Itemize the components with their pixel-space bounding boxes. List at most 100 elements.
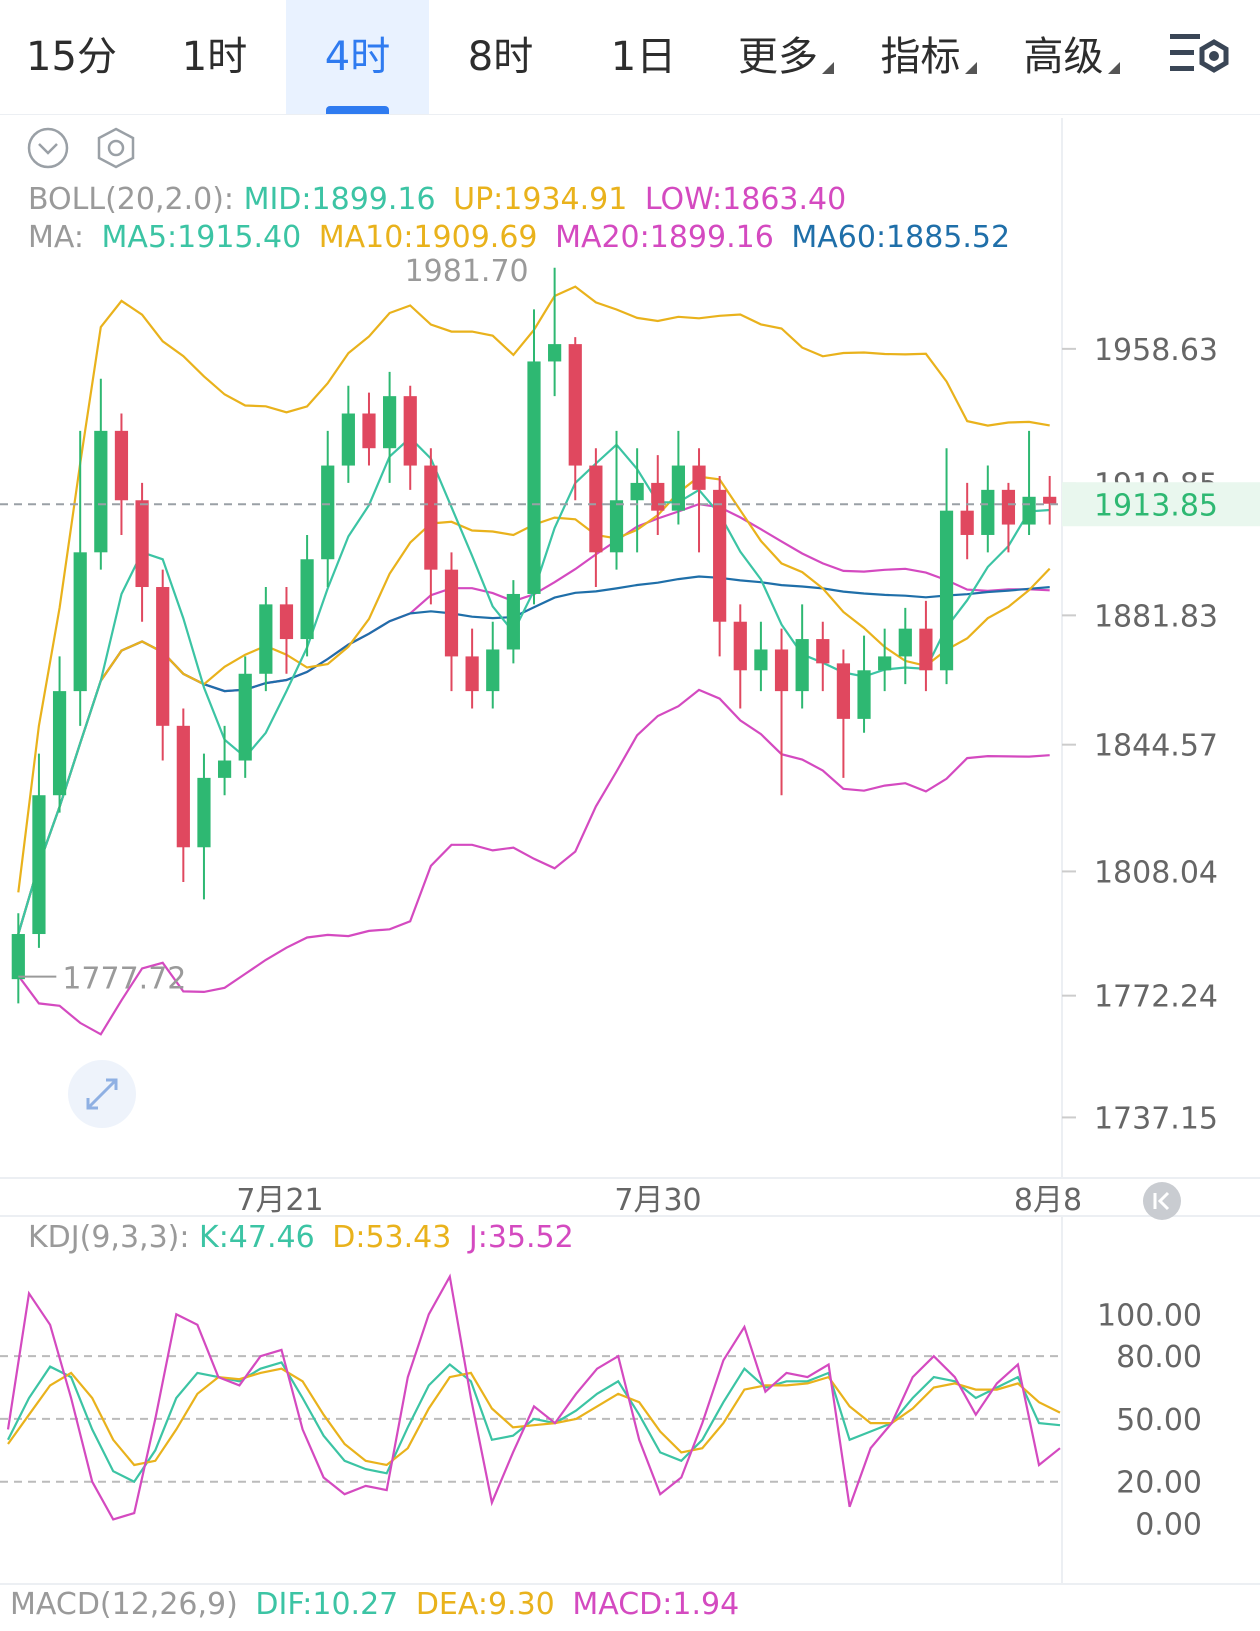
timeframe-tabs: 15分 1时 4时 8时 1日 更多 指标 高级 xyxy=(0,0,1260,115)
tab-label: 指标 xyxy=(880,34,961,80)
candle-body xyxy=(981,489,995,535)
current-price-box xyxy=(1062,482,1260,527)
candle-body xyxy=(238,673,252,761)
candle-body xyxy=(279,604,294,640)
dropdown-caret-icon xyxy=(822,62,834,74)
tab-2[interactable]: 4时 xyxy=(286,0,429,114)
tab-label: 更多 xyxy=(738,34,818,80)
tab-label: 8时 xyxy=(467,34,534,80)
tab-6[interactable]: 指标 xyxy=(857,0,1000,114)
tab-3[interactable]: 8时 xyxy=(429,0,572,114)
date-label: 7月30 xyxy=(614,1183,701,1218)
boll-mid: MID:1899.16 xyxy=(243,182,436,217)
candle-body xyxy=(176,725,190,848)
candle-body xyxy=(217,760,232,778)
candle-body xyxy=(609,500,624,553)
candle-body xyxy=(589,465,603,553)
dropdown-caret-icon xyxy=(1107,62,1120,74)
price-tick-label: 1844.57 xyxy=(1094,729,1218,764)
candle-body xyxy=(73,552,87,692)
candle-body xyxy=(94,430,108,553)
candle-body xyxy=(444,569,459,657)
kdj-legend: KDJ(9,3,3): K:47.46 D:53.43 J:35.52 xyxy=(28,1220,582,1255)
min-price-label: 1777.72 xyxy=(62,962,186,997)
candle-body xyxy=(11,934,25,980)
candle-body xyxy=(527,361,541,594)
ma10-line xyxy=(17,475,1051,935)
candle-body xyxy=(403,396,417,466)
tab-4[interactable]: 1日 xyxy=(572,0,715,114)
price-tick-label: 1881.83 xyxy=(1094,599,1218,634)
candle-body xyxy=(919,628,933,671)
max-price-label: 1981.70 xyxy=(405,254,529,289)
candle-body xyxy=(898,628,912,657)
ma5-line xyxy=(17,436,1050,935)
indicator-settings-icon[interactable] xyxy=(94,126,138,170)
tab-5[interactable]: 更多 xyxy=(715,0,857,114)
active-tab-indicator xyxy=(326,106,389,114)
macd-legend: MACD(12,26,9) DIF:10.27 DEA:9.30 MACD:1.… xyxy=(10,1587,747,1622)
kdj-tick-label: 0.00 xyxy=(1135,1508,1202,1543)
candle-body xyxy=(300,559,314,640)
candle-body xyxy=(671,465,685,511)
current-price-label: 1913.85 xyxy=(1094,488,1218,523)
kdj-tick-label: 100.00 xyxy=(1097,1298,1202,1333)
price-tick-label: 1919.85 xyxy=(1094,467,1218,502)
tab-label: 15分 xyxy=(26,34,117,80)
date-label: 7月21 xyxy=(236,1183,323,1218)
candle-body xyxy=(836,663,851,719)
kdj-j: J:35.52 xyxy=(468,1220,574,1255)
date-label: 8月8 xyxy=(1014,1183,1082,1218)
macd-label: MACD(12,26,9) xyxy=(10,1587,238,1622)
candle-body xyxy=(713,489,727,622)
candle-body xyxy=(1022,496,1036,525)
price-tick-label: 1958.63 xyxy=(1094,333,1218,368)
candle-body xyxy=(754,649,768,671)
candle-body xyxy=(878,656,892,671)
kdj-d-line xyxy=(7,1367,1061,1467)
ma60-line xyxy=(17,575,1050,935)
tab-label: 1时 xyxy=(181,34,248,80)
kdj-tick-label: 50.00 xyxy=(1116,1403,1202,1438)
candle-body xyxy=(465,656,479,692)
candle-body xyxy=(52,691,67,796)
candle-body xyxy=(506,593,520,650)
macd-dea: DEA:9.30 xyxy=(415,1587,555,1622)
candle-body xyxy=(1001,489,1016,525)
candle-body xyxy=(156,587,170,726)
tab-7[interactable]: 高级 xyxy=(1000,0,1143,114)
candle-body xyxy=(733,621,747,671)
candle-body xyxy=(857,670,871,719)
scroll-to-latest-icon[interactable] xyxy=(1142,1181,1182,1221)
candle-body xyxy=(651,482,665,511)
fullscreen-icon[interactable] xyxy=(66,1058,138,1130)
candle-body xyxy=(568,344,582,466)
tab-label: 高级 xyxy=(1023,34,1104,80)
ma-legend: MA: MA5:1915.40 MA10:1909.69 MA20:1899.1… xyxy=(28,220,1018,255)
ma60-value: MA60:1885.52 xyxy=(791,220,1011,255)
boll-low: LOW:1863.40 xyxy=(644,182,847,217)
ma5-value: MA5:1915.40 xyxy=(101,220,302,255)
kdj-d: D:53.43 xyxy=(332,1220,452,1255)
macd-value: MACD:1.94 xyxy=(572,1587,740,1622)
candle-body xyxy=(774,649,789,692)
collapse-icon[interactable] xyxy=(26,126,70,170)
kdj-tick-label: 20.00 xyxy=(1116,1466,1202,1501)
price-tick-label: 1737.15 xyxy=(1094,1101,1218,1136)
candle-body xyxy=(135,500,149,588)
boll-upper-line xyxy=(17,285,1050,893)
chart-settings-icon[interactable] xyxy=(1170,30,1230,82)
candle-body xyxy=(341,413,355,466)
candle-body xyxy=(692,465,706,490)
boll-lower-line xyxy=(17,688,1050,1036)
tab-label: 4时 xyxy=(324,34,391,80)
ma20-value: MA20:1899.16 xyxy=(555,220,774,255)
tab-0[interactable]: 15分 xyxy=(0,0,143,114)
kdj-tick-label: 80.00 xyxy=(1116,1340,1202,1375)
kdj-k: K:47.46 xyxy=(199,1220,315,1255)
ma20-line xyxy=(17,502,1050,935)
kdj-k-line xyxy=(7,1361,1061,1484)
price-tick-label: 1772.24 xyxy=(1094,980,1218,1015)
candle-body xyxy=(383,396,397,449)
tab-1[interactable]: 1时 xyxy=(143,0,286,114)
